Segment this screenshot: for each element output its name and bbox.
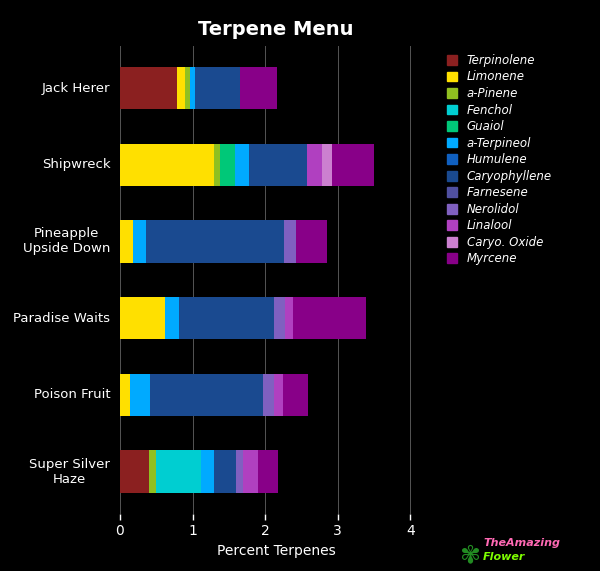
- Bar: [120, 297, 165, 339]
- Bar: [240, 67, 277, 109]
- Bar: [296, 220, 327, 263]
- Bar: [165, 297, 179, 339]
- Bar: [220, 144, 235, 186]
- Bar: [190, 67, 195, 109]
- Bar: [214, 451, 236, 493]
- Bar: [285, 297, 293, 339]
- Bar: [235, 144, 249, 186]
- Bar: [263, 374, 274, 416]
- Bar: [146, 220, 284, 263]
- Bar: [322, 144, 332, 186]
- Text: ✾: ✾: [461, 543, 482, 567]
- Bar: [149, 451, 156, 493]
- Bar: [236, 451, 244, 493]
- Text: Flower: Flower: [483, 552, 526, 562]
- Bar: [307, 144, 322, 186]
- Bar: [120, 144, 214, 186]
- Bar: [258, 451, 278, 493]
- Bar: [120, 67, 176, 109]
- Bar: [283, 374, 308, 416]
- Bar: [120, 374, 130, 416]
- Bar: [185, 67, 190, 109]
- Bar: [201, 451, 214, 493]
- Bar: [130, 374, 151, 416]
- Bar: [195, 67, 240, 109]
- Text: TheAmazing: TheAmazing: [483, 538, 560, 548]
- Bar: [120, 220, 133, 263]
- Bar: [156, 451, 201, 493]
- Bar: [274, 374, 283, 416]
- Bar: [133, 220, 146, 263]
- Bar: [120, 451, 149, 493]
- Bar: [176, 67, 185, 109]
- Bar: [284, 220, 296, 263]
- Bar: [214, 144, 220, 186]
- Bar: [293, 297, 366, 339]
- Bar: [249, 144, 307, 186]
- Legend: Terpinolene, Limonene, a-Pinene, Fenchol, Guaiol, a-Terpineol, Humulene, Caryoph: Terpinolene, Limonene, a-Pinene, Fenchol…: [444, 51, 554, 268]
- Bar: [244, 451, 258, 493]
- X-axis label: Percent Terpenes: Percent Terpenes: [217, 544, 335, 558]
- Bar: [151, 374, 263, 416]
- Bar: [274, 297, 285, 339]
- Bar: [332, 144, 374, 186]
- Title: Terpene Menu: Terpene Menu: [198, 19, 354, 39]
- Bar: [179, 297, 274, 339]
